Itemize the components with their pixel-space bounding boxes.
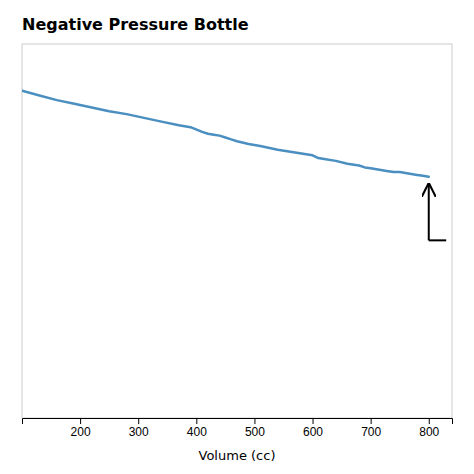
x-axis: 200 300 400 500 600 700 800 xyxy=(23,418,453,439)
x-tick: 300 xyxy=(129,418,149,439)
x-tick-label: 800 xyxy=(419,425,439,439)
x-tick-mark xyxy=(254,418,255,424)
x-tick: 200 xyxy=(71,418,91,439)
x-tick: 500 xyxy=(245,418,265,439)
x-tick-mark xyxy=(371,418,372,424)
annotation-arrow xyxy=(428,184,430,240)
x-tick: 400 xyxy=(187,418,207,439)
x-tick-mark xyxy=(429,418,430,424)
x-axis-title: Volume (cc) xyxy=(199,448,276,463)
x-tick-label: 600 xyxy=(303,425,323,439)
x-tick: 800 xyxy=(419,418,439,439)
annotation-bar xyxy=(429,239,446,241)
x-tick-mark xyxy=(196,418,197,424)
plot-frame xyxy=(22,44,452,418)
x-tick: 700 xyxy=(361,418,381,439)
x-tick-mark xyxy=(80,418,81,424)
x-tick-label: 500 xyxy=(245,425,265,439)
x-tick-label: 400 xyxy=(187,425,207,439)
chart: 200 300 400 500 600 700 800 Negative Pressure B… xyxy=(0,0,474,474)
title: Negative Pressure Bottle xyxy=(22,15,249,34)
x-axis-line xyxy=(23,419,453,425)
x-tick-label: 200 xyxy=(71,425,91,439)
data-line xyxy=(22,91,429,177)
x-tick-label: 300 xyxy=(129,425,149,439)
plot-area: 200 300 400 500 600 700 800 xyxy=(22,44,453,439)
x-tick: 600 xyxy=(303,418,323,439)
x-tick-label: 700 xyxy=(361,425,381,439)
data-layer xyxy=(22,91,446,241)
x-tick-mark xyxy=(138,418,139,424)
x-tick-mark xyxy=(313,418,314,424)
